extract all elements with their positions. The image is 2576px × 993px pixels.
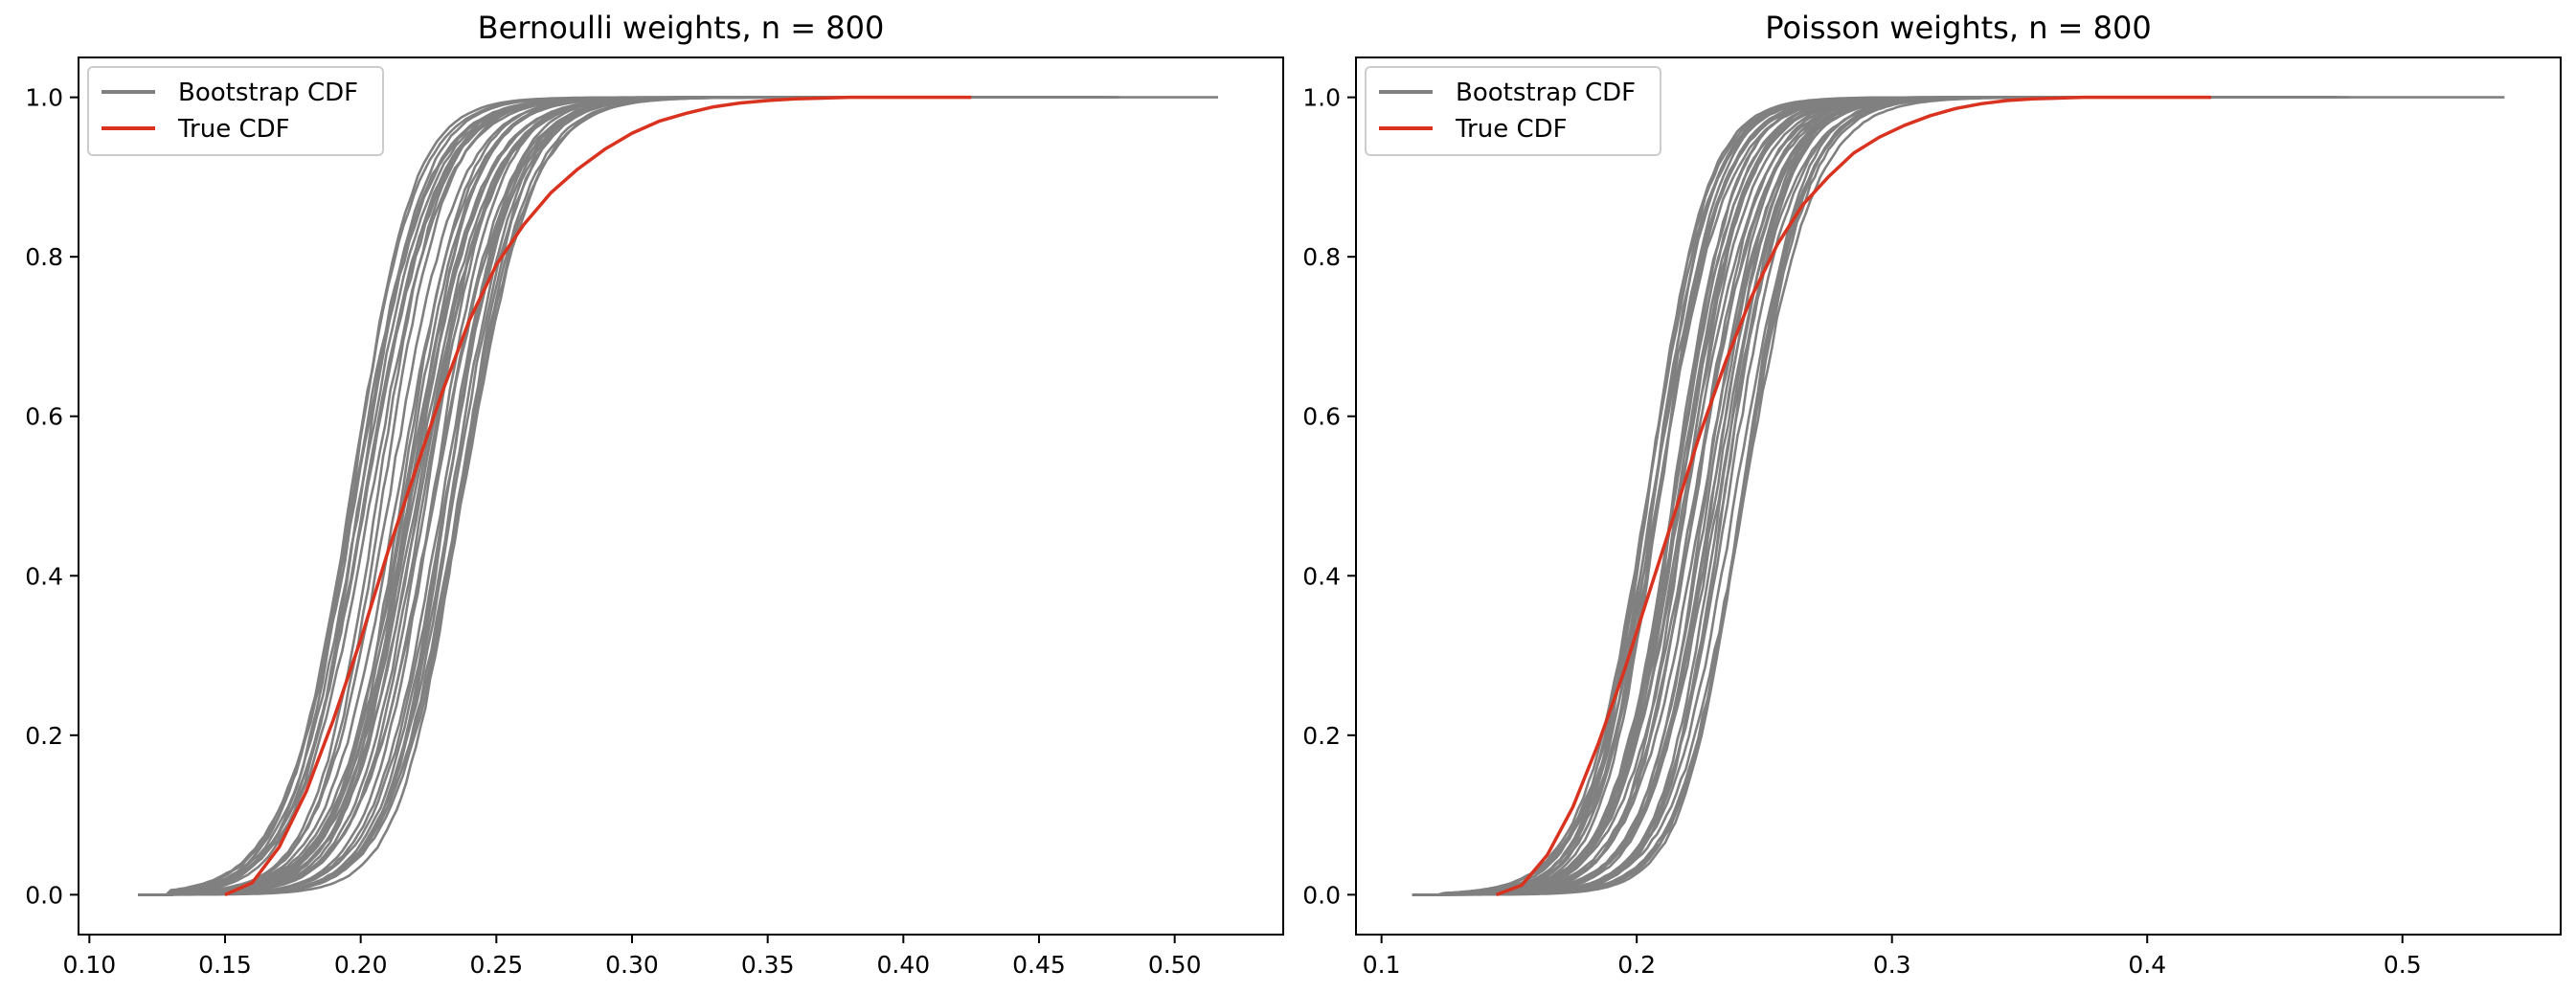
y-tick-label: 0.4 [1302, 562, 1341, 590]
y-tick-label: 0.6 [25, 403, 63, 431]
x-tick-label: 0.50 [1148, 951, 1202, 979]
legend-true-label: True CDF [1455, 115, 1568, 144]
y-tick-label: 1.0 [1302, 84, 1341, 112]
x-tick-label: 0.15 [198, 951, 252, 979]
legend-box [1365, 66, 1661, 156]
axes-layer: 0.10 0.15 0.20 0.25 0.30 0.35 0.40 0.45 0.50 0.0 0… [25, 56, 1284, 979]
axes-border [1355, 56, 2562, 936]
x-tick-label: 0.45 [1012, 951, 1066, 979]
chart-title: Bernoulli weights, n = 800 [478, 10, 885, 46]
legend-bootstrap-label: Bootstrap CDF [178, 79, 358, 107]
y-tick-label: 1.0 [25, 84, 63, 112]
x-tick-label: 0.30 [605, 951, 659, 979]
x-tick-label: 0.1 [1363, 951, 1401, 979]
true-cdf-line [224, 95, 972, 897]
x-tick-label: 0.40 [876, 951, 930, 979]
y-tick-label: 0.2 [25, 722, 63, 750]
y-tick-label: 0.0 [1302, 881, 1341, 909]
y-tick-label: 0.8 [1302, 243, 1341, 271]
legend-true-label: True CDF [177, 115, 290, 144]
legend: Bootstrap CDF True CDF [87, 66, 384, 156]
bernoulli-panel: 0.10 0.15 0.20 0.25 0.30 0.35 0.40 0.45 0.50 0.0 0… [25, 10, 1284, 979]
x-tick-label: 0.4 [2128, 951, 2166, 979]
axes-border [78, 56, 1284, 936]
x-tick-label: 0.25 [469, 951, 523, 979]
true-cdf-layer [224, 95, 972, 897]
x-tick-label: 0.20 [334, 951, 388, 979]
x-tick-label: 0.2 [1617, 951, 1656, 979]
y-tick-label: 0.6 [1302, 403, 1341, 431]
legend: Bootstrap CDF True CDF [1365, 66, 1661, 156]
plot-area [1355, 56, 2562, 936]
legend-bootstrap-label: Bootstrap CDF [1456, 79, 1636, 107]
true-cdf-line [1495, 95, 2211, 897]
x-tick-label: 0.35 [741, 951, 795, 979]
x-tick-label: 0.5 [2384, 951, 2422, 979]
poisson-panel: 0.1 0.2 0.3 0.4 0.5 0.0 0.2 0.4 0.6 0.8 1.0 Poisso… [1302, 10, 2562, 979]
true-cdf-layer [1495, 95, 2211, 897]
x-tick-label: 0.3 [1873, 951, 1911, 979]
x-tick-label: 0.10 [62, 951, 116, 979]
plot-area [78, 56, 1284, 936]
chart-title: Poisson weights, n = 800 [1765, 10, 2151, 46]
y-tick-label: 0.4 [25, 562, 63, 590]
y-tick-label: 0.2 [1302, 722, 1341, 750]
y-tick-label: 0.8 [25, 243, 63, 271]
axes-layer: 0.1 0.2 0.3 0.4 0.5 0.0 0.2 0.4 0.6 0.8 1.0 [1302, 56, 2562, 979]
y-tick-label: 0.0 [25, 881, 63, 909]
legend-box [87, 66, 384, 156]
